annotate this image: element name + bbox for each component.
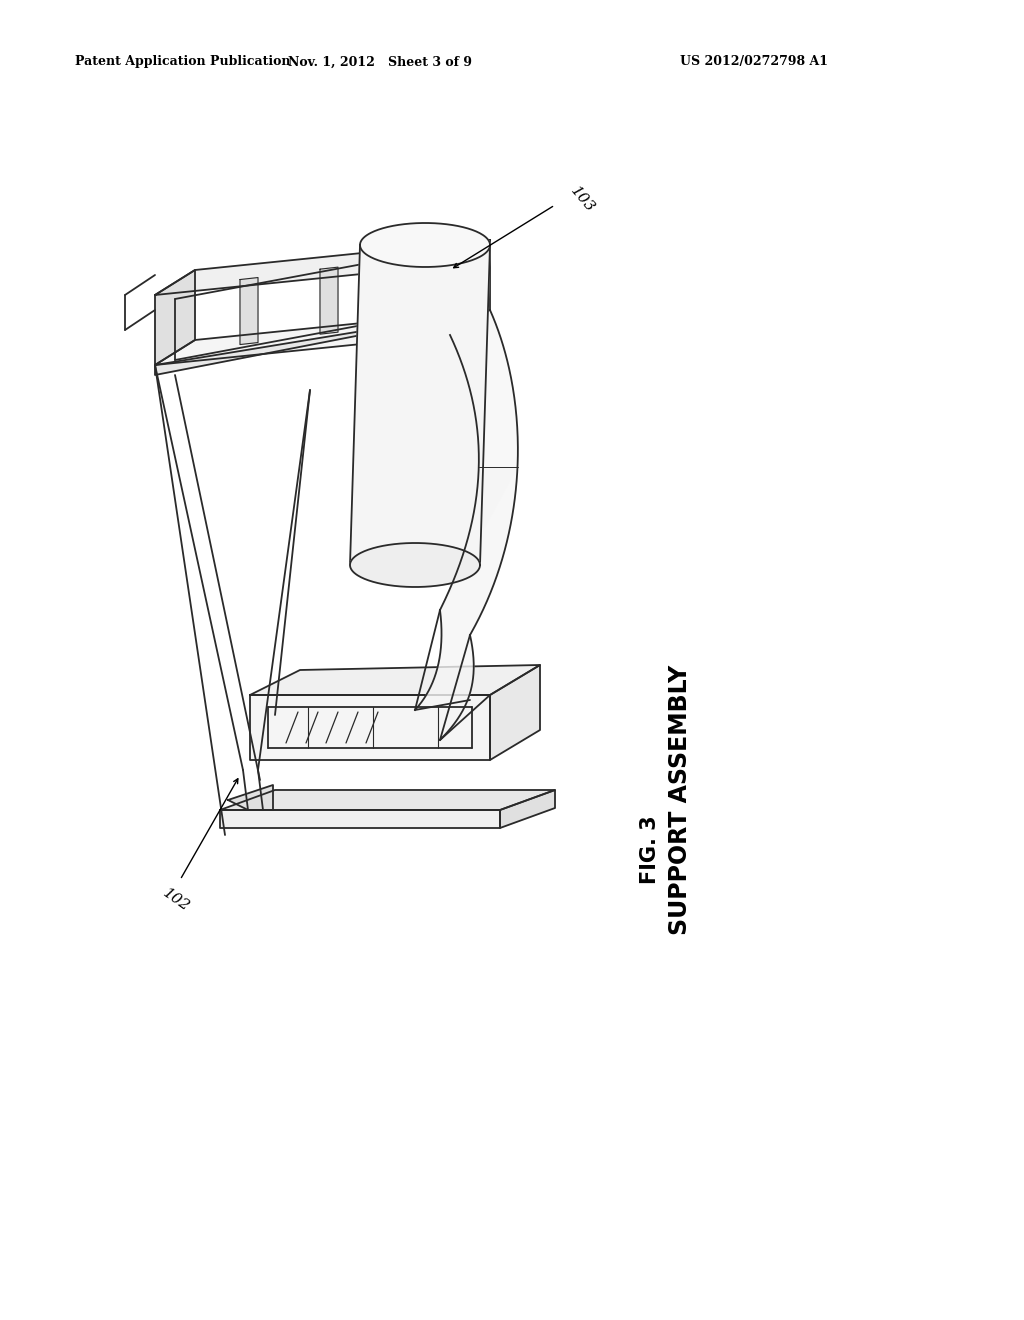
Polygon shape: [350, 543, 480, 587]
Text: Patent Application Publication: Patent Application Publication: [75, 55, 291, 69]
Text: 102: 102: [160, 886, 191, 915]
Polygon shape: [240, 277, 258, 345]
Polygon shape: [415, 467, 517, 741]
Text: Nov. 1, 2012   Sheet 3 of 9: Nov. 1, 2012 Sheet 3 of 9: [288, 55, 472, 69]
Polygon shape: [500, 789, 555, 828]
Polygon shape: [155, 240, 490, 294]
Polygon shape: [228, 785, 273, 810]
Polygon shape: [250, 696, 490, 760]
Text: US 2012/0272798 A1: US 2012/0272798 A1: [680, 55, 828, 69]
Polygon shape: [360, 223, 490, 267]
Polygon shape: [220, 789, 555, 810]
Polygon shape: [490, 665, 540, 760]
Polygon shape: [155, 310, 490, 366]
Polygon shape: [400, 257, 418, 323]
Polygon shape: [450, 240, 490, 335]
Polygon shape: [250, 665, 540, 696]
Text: 103: 103: [568, 185, 598, 215]
Polygon shape: [350, 246, 490, 587]
Text: FIG. 3: FIG. 3: [640, 816, 660, 884]
Text: SUPPORT ASSEMBLY: SUPPORT ASSEMBLY: [668, 665, 692, 935]
Polygon shape: [155, 310, 490, 375]
Polygon shape: [155, 271, 195, 366]
Polygon shape: [440, 310, 518, 610]
Polygon shape: [220, 810, 500, 828]
Polygon shape: [319, 267, 338, 334]
